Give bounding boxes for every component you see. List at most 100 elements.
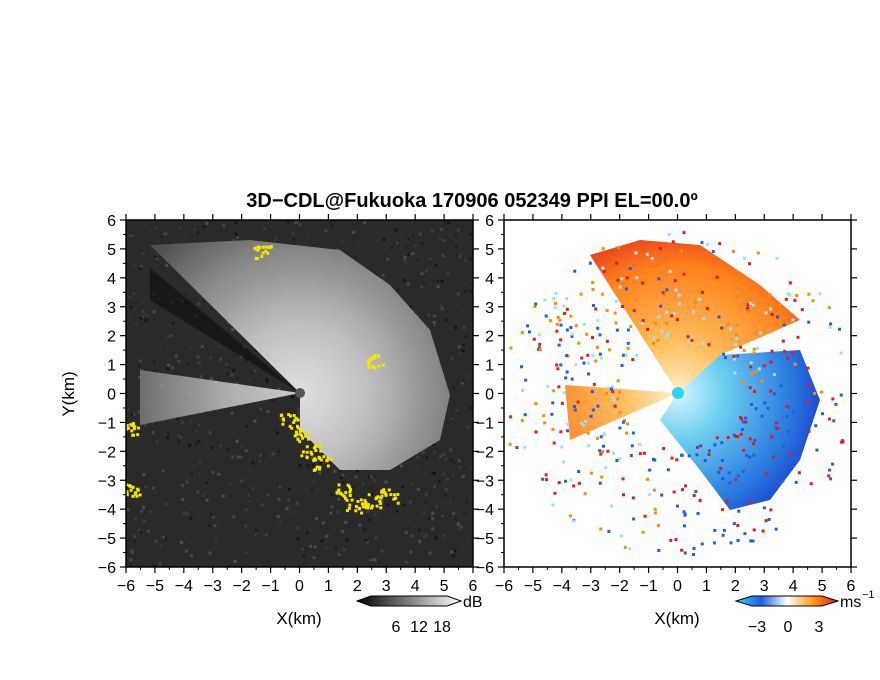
noise-pixel xyxy=(443,220,447,224)
speckle-pixel xyxy=(818,292,822,296)
noise-pixel xyxy=(381,273,385,277)
speckle-pixel xyxy=(776,427,780,431)
speckle-pixel xyxy=(764,472,768,476)
noise-pixel xyxy=(129,558,133,562)
noise-pixel xyxy=(179,238,183,242)
speckle-pixel xyxy=(750,371,754,375)
noise-pixel xyxy=(160,235,164,239)
speckle-pixel xyxy=(665,310,669,314)
y-tick-label: −3 xyxy=(98,473,116,490)
highlight-pixel xyxy=(138,493,142,497)
highlight-pixel xyxy=(126,490,129,494)
noise-pixel xyxy=(460,458,464,462)
x-tick-label: 2 xyxy=(353,578,362,595)
highlight-pixel xyxy=(347,506,351,510)
speckle-pixel xyxy=(537,346,541,350)
noise-pixel xyxy=(249,517,253,521)
noise-pixel xyxy=(247,493,251,497)
noise-pixel xyxy=(463,511,467,515)
noise-pixel xyxy=(182,511,186,515)
noise-pixel xyxy=(222,509,226,513)
speckle-pixel xyxy=(775,315,779,319)
highlight-pixel xyxy=(373,354,377,358)
speckle-pixel xyxy=(738,416,742,420)
speckle-pixel xyxy=(764,311,768,315)
noise-pixel xyxy=(326,553,330,557)
noise-pixel xyxy=(259,453,263,457)
noise-pixel xyxy=(311,463,315,467)
noise-pixel xyxy=(417,528,421,532)
noise-pixel xyxy=(225,363,229,367)
noise-pixel xyxy=(137,528,141,532)
noise-pixel xyxy=(217,472,221,476)
speckle-pixel xyxy=(558,318,562,322)
noise-pixel xyxy=(142,519,146,523)
speckle-pixel xyxy=(598,449,602,453)
noise-pixel xyxy=(134,323,138,327)
noise-pixel xyxy=(133,534,137,538)
y-tick-label: −1 xyxy=(98,415,116,432)
speckle-pixel xyxy=(588,261,592,265)
speckle-pixel xyxy=(657,315,661,319)
speckle-pixel xyxy=(769,389,773,393)
noise-pixel xyxy=(155,440,159,444)
noise-pixel xyxy=(289,401,293,405)
speckle-pixel xyxy=(595,436,599,440)
y-tick-label: −2 xyxy=(476,444,494,461)
noise-pixel xyxy=(139,359,143,363)
noise-pixel xyxy=(151,430,155,434)
highlight-pixel xyxy=(371,365,375,369)
highlight-pixel xyxy=(325,458,329,462)
noise-pixel xyxy=(365,255,369,259)
highlight-pixel xyxy=(131,494,135,498)
highlight-pixel xyxy=(136,487,140,491)
speckle-pixel xyxy=(673,279,677,283)
speckle-pixel xyxy=(634,251,638,255)
speckle-pixel xyxy=(596,326,600,330)
noise-pixel xyxy=(142,473,146,477)
speckle-pixel xyxy=(562,460,566,464)
noise-pixel xyxy=(189,420,193,424)
noise-pixel xyxy=(184,549,188,553)
highlight-pixel xyxy=(319,449,323,453)
speckle-pixel xyxy=(720,458,724,462)
noise-pixel xyxy=(364,538,368,542)
right-axes: −6 −5 −4 −3 −2 −1 0 1 2 3 4 5 6 −6 −5 −4 −3 −2 −1 0 1 2 3 4 5 6 xyxy=(476,213,857,595)
noise-pixel xyxy=(298,503,302,507)
noise-pixel xyxy=(420,285,424,289)
left-colorbar: 6 12 18 dB xyxy=(355,594,483,636)
speckle-pixel xyxy=(752,351,756,355)
noise-pixel xyxy=(159,544,163,548)
highlight-pixel xyxy=(281,422,285,426)
noise-pixel xyxy=(298,464,302,468)
highlight-pixel xyxy=(121,432,124,435)
x-tick-label: −5 xyxy=(146,578,164,595)
y-tick-label: −4 xyxy=(98,502,116,519)
speckle-pixel xyxy=(778,303,782,307)
noise-pixel xyxy=(167,363,171,367)
noise-pixel xyxy=(296,415,300,419)
highlight-pixel xyxy=(337,483,341,487)
speckle-pixel xyxy=(551,401,555,405)
highlight-pixel xyxy=(374,497,378,501)
highlight-pixel xyxy=(300,454,304,458)
noise-pixel xyxy=(231,455,235,459)
speckle-pixel xyxy=(671,240,675,244)
speckle-pixel xyxy=(754,311,758,315)
noise-pixel xyxy=(161,469,165,473)
speckle-pixel xyxy=(618,457,622,461)
right-x-axis-label: X(km) xyxy=(654,609,699,628)
speckle-pixel xyxy=(601,450,605,454)
noise-pixel xyxy=(306,236,310,240)
noise-pixel xyxy=(217,420,221,424)
noise-pixel xyxy=(453,549,457,553)
noise-pixel xyxy=(455,483,459,487)
speckle-pixel xyxy=(748,437,752,441)
noise-pixel xyxy=(239,444,243,448)
speckle-pixel xyxy=(806,399,810,403)
noise-pixel xyxy=(228,494,232,498)
noise-pixel xyxy=(377,560,381,564)
speckle-pixel xyxy=(591,281,595,285)
noise-pixel xyxy=(156,240,160,244)
noise-pixel xyxy=(214,539,218,543)
